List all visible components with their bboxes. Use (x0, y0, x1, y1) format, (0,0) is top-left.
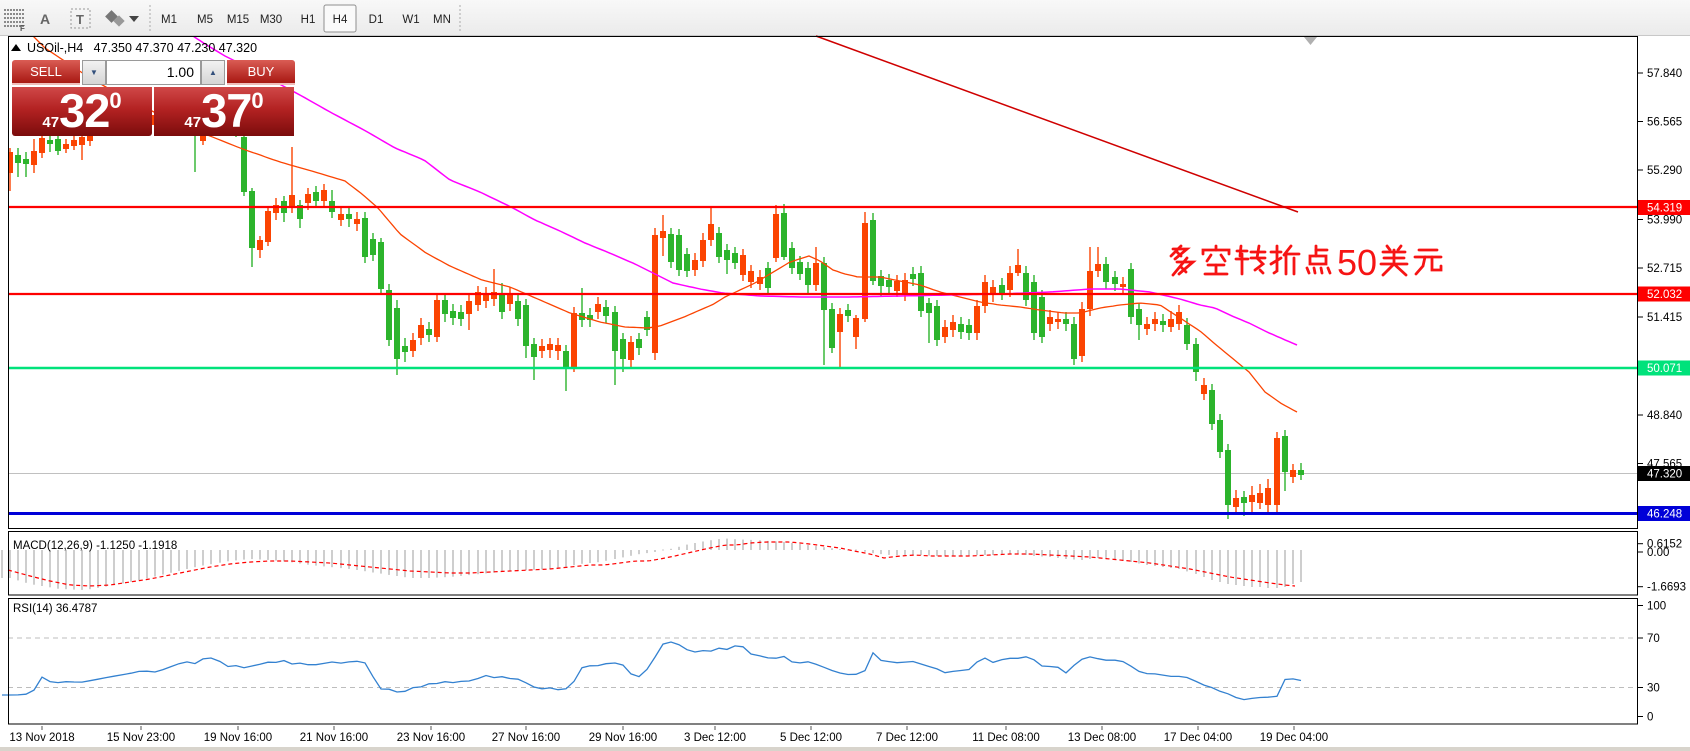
svg-text:46.248: 46.248 (1647, 509, 1682, 521)
svg-text:MACD(12,26,9) -1.1250 -1.1918: MACD(12,26,9) -1.1250 -1.1918 (13, 540, 177, 552)
svg-text:13 Nov 2018: 13 Nov 2018 (9, 732, 74, 744)
svg-text:56.565: 56.565 (1647, 117, 1682, 129)
svg-text:M5: M5 (197, 14, 213, 26)
svg-text:A: A (40, 11, 50, 27)
svg-text:55.290: 55.290 (1647, 165, 1682, 177)
svg-text:T: T (76, 12, 84, 27)
svg-text:D1: D1 (369, 14, 384, 26)
svg-text:47.320: 47.320 (1647, 469, 1682, 481)
svg-text:17 Dec 04:00: 17 Dec 04:00 (1164, 732, 1232, 744)
svg-text:51.415: 51.415 (1647, 312, 1682, 324)
svg-text:57.840: 57.840 (1647, 68, 1682, 80)
svg-text:54.319: 54.319 (1647, 203, 1682, 215)
svg-text:W1: W1 (402, 14, 419, 26)
svg-text:7 Dec 12:00: 7 Dec 12:00 (876, 732, 938, 744)
svg-text:27 Nov 16:00: 27 Nov 16:00 (492, 732, 560, 744)
svg-text:5 Dec 12:00: 5 Dec 12:00 (780, 732, 842, 744)
svg-text:F: F (20, 24, 25, 33)
svg-text:M15: M15 (227, 14, 249, 26)
svg-text:0.6152: 0.6152 (1647, 539, 1682, 551)
svg-text:13 Dec 08:00: 13 Dec 08:00 (1068, 732, 1136, 744)
svg-text:100: 100 (1647, 601, 1666, 613)
svg-text:23 Nov 16:00: 23 Nov 16:00 (397, 732, 465, 744)
svg-text:MN: MN (433, 14, 451, 26)
svg-text:30: 30 (1647, 683, 1660, 695)
svg-text:48.840: 48.840 (1647, 410, 1682, 422)
svg-text:70: 70 (1647, 633, 1660, 645)
svg-text:M30: M30 (260, 14, 282, 26)
svg-text:H1: H1 (301, 14, 316, 26)
svg-text:USOil-,H4 47.350 47.370 47.2: USOil-,H4 47.350 47.370 47.230 47.320 (27, 41, 257, 55)
svg-text:0.00: 0.00 (1647, 547, 1669, 559)
svg-text:19 Dec 04:00: 19 Dec 04:00 (1260, 732, 1328, 744)
svg-text:29 Nov 16:00: 29 Nov 16:00 (589, 732, 657, 744)
svg-text:3 Dec 12:00: 3 Dec 12:00 (684, 732, 746, 744)
svg-text:52.032: 52.032 (1647, 289, 1682, 301)
svg-text:19 Nov 16:00: 19 Nov 16:00 (204, 732, 272, 744)
svg-text:52.715: 52.715 (1647, 263, 1682, 275)
svg-text:11 Dec 08:00: 11 Dec 08:00 (972, 732, 1040, 744)
svg-text:15 Nov 23:00: 15 Nov 23:00 (107, 732, 175, 744)
svg-text:0: 0 (1647, 712, 1653, 724)
svg-text:21 Nov 16:00: 21 Nov 16:00 (300, 732, 368, 744)
svg-text:-1.6693: -1.6693 (1647, 582, 1686, 594)
svg-text:50: 50 (1337, 242, 1377, 283)
svg-text:53.990: 53.990 (1647, 215, 1682, 227)
svg-text:RSI(14) 36.4787: RSI(14) 36.4787 (13, 603, 97, 615)
svg-text:M1: M1 (161, 14, 177, 26)
svg-text:H4: H4 (333, 14, 348, 26)
svg-text:50.071: 50.071 (1647, 363, 1682, 375)
